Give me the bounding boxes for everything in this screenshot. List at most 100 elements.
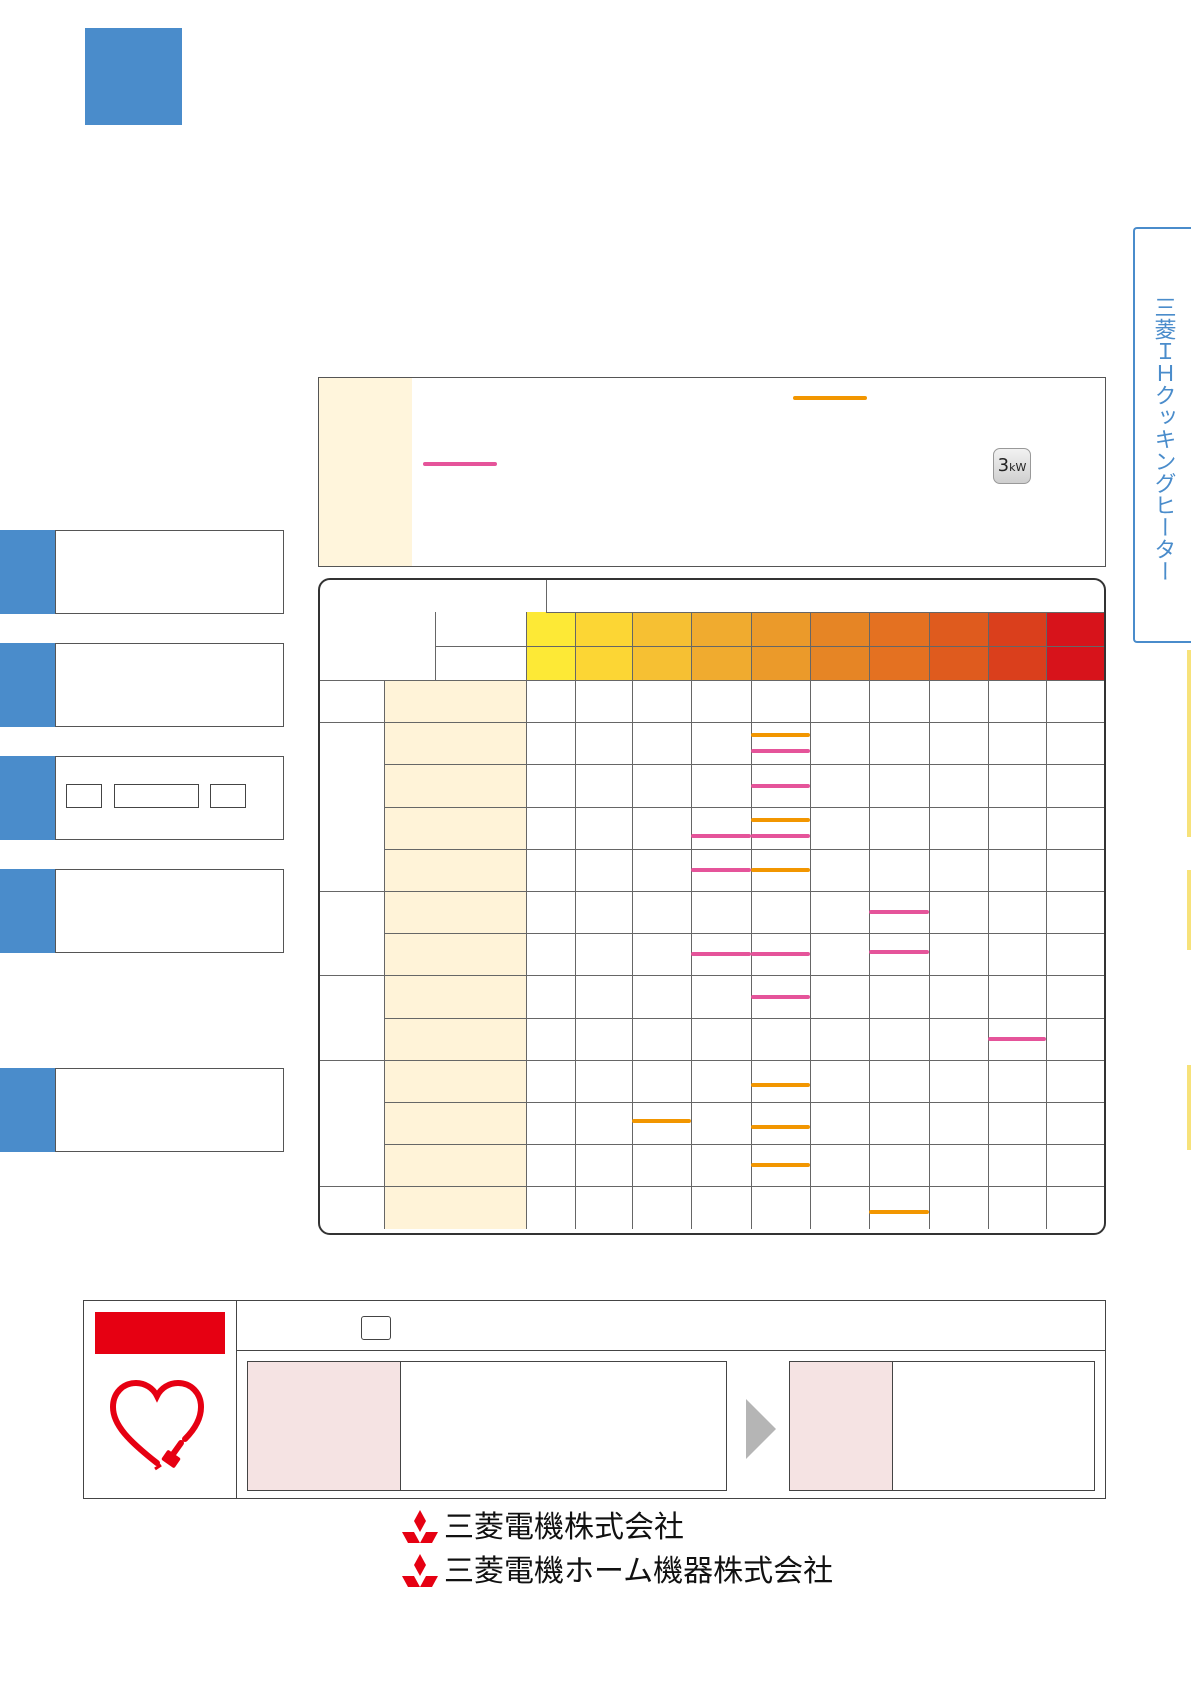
left-box-1 xyxy=(0,530,284,614)
company-logo-1: 三菱電機株式会社 xyxy=(400,1508,800,1548)
index-tab-label: 三菱ＩＨクッキングヒーター xyxy=(1150,296,1176,582)
heat-level-cell xyxy=(751,646,810,680)
heat-level-cell xyxy=(751,612,810,646)
orange-mark xyxy=(869,1209,929,1214)
key-box xyxy=(66,784,102,808)
heart-plug-icon xyxy=(109,1379,205,1471)
company-logo-2: 三菱電機ホーム機器株式会社 xyxy=(400,1552,900,1592)
grid-line xyxy=(384,933,1104,935)
pink-mark xyxy=(691,867,751,872)
grid-line xyxy=(546,580,547,612)
caution-label xyxy=(95,1312,225,1354)
grid-line xyxy=(575,612,576,1229)
pink-mark xyxy=(988,1036,1046,1041)
heat-level-cell xyxy=(869,646,929,680)
grid-line xyxy=(384,764,1104,766)
pink-mark xyxy=(869,910,929,915)
grid-line xyxy=(435,646,1104,647)
heat-level-cell xyxy=(632,612,691,646)
heat-level-chart xyxy=(318,578,1106,1235)
left-box-3 xyxy=(0,756,284,840)
orange-mark xyxy=(751,1125,810,1130)
grid-line xyxy=(435,612,436,680)
heat-level-cell xyxy=(575,646,632,680)
grid-line xyxy=(929,612,930,1229)
grid-line xyxy=(384,1017,1104,1019)
pink-mark xyxy=(691,833,751,838)
grid-line xyxy=(988,612,989,1229)
heat-level-cell xyxy=(988,612,1046,646)
kw-button-number: 3 xyxy=(997,455,1010,476)
pink-mark xyxy=(751,783,810,788)
grid-line xyxy=(691,612,692,1229)
grid-line xyxy=(632,612,633,1229)
heat-level-cell xyxy=(869,612,929,646)
grid-line xyxy=(320,1186,1104,1188)
grid-line xyxy=(320,1059,1104,1061)
index-strip xyxy=(1187,757,1191,837)
heat-level-cell xyxy=(1046,612,1104,646)
grid-line xyxy=(320,891,1104,892)
left-box-5 xyxy=(0,1068,284,1152)
three-diamonds-icon xyxy=(402,1554,438,1587)
grid-line xyxy=(320,722,1104,724)
pink-mark xyxy=(691,952,751,957)
arrow-right-icon xyxy=(746,1399,776,1459)
heat-level-cell xyxy=(929,646,988,680)
index-strip xyxy=(1187,870,1191,950)
orange-mark xyxy=(751,817,810,822)
legend-orange-line xyxy=(793,396,867,400)
after-panel xyxy=(789,1361,1095,1491)
row-label-column xyxy=(384,680,526,1229)
orange-mark xyxy=(751,867,810,872)
index-tab[interactable]: 三菱ＩＨクッキングヒーター xyxy=(1133,227,1191,643)
heat-level-cell xyxy=(1046,646,1104,680)
grid-line xyxy=(384,1144,1104,1146)
grid-line xyxy=(526,612,527,1229)
three-diamonds-icon xyxy=(402,1510,438,1543)
heat-level-cell xyxy=(632,646,691,680)
grid-line xyxy=(869,612,870,1229)
heat-level-cell xyxy=(988,646,1046,680)
grid-line xyxy=(810,612,811,1229)
company-name-1: 三菱電機株式会社 xyxy=(444,1510,684,1545)
grid-line xyxy=(320,680,1104,681)
grid-line xyxy=(384,806,1104,808)
heat-level-cell xyxy=(810,612,869,646)
pink-mark xyxy=(751,749,810,754)
company-name-2: 三菱電機ホーム機器株式会社 xyxy=(444,1554,834,1589)
legend-pink-line xyxy=(423,462,497,466)
grid-line xyxy=(384,1102,1104,1103)
legend-box: 3kW xyxy=(318,377,1106,567)
orange-mark xyxy=(751,733,810,738)
key-box xyxy=(210,784,246,808)
key-box-wide xyxy=(114,784,199,808)
orange-mark xyxy=(751,1163,810,1168)
heat-level-cell xyxy=(691,612,751,646)
pink-mark xyxy=(869,950,929,955)
heat-level-cell xyxy=(929,612,988,646)
kw-button-unit: kW xyxy=(1009,461,1027,474)
left-box-4 xyxy=(0,869,284,953)
grid-line xyxy=(384,848,1104,850)
key-symbol-box xyxy=(361,1316,391,1340)
grid-line xyxy=(320,975,1104,977)
grid-line xyxy=(751,612,752,1229)
index-strip xyxy=(1187,1065,1191,1150)
orange-mark xyxy=(632,1119,691,1124)
grid-line xyxy=(1046,612,1047,1229)
left-box-2 xyxy=(0,643,284,727)
power-3kw-button: 3kW xyxy=(993,448,1031,484)
before-panel xyxy=(247,1361,727,1491)
index-strip xyxy=(1187,650,1191,780)
heat-level-cell xyxy=(810,646,869,680)
orange-mark xyxy=(751,1082,810,1087)
section-marker xyxy=(85,28,182,125)
heat-level-cell xyxy=(691,646,751,680)
heat-level-cell xyxy=(526,646,575,680)
heat-level-cell xyxy=(526,612,575,646)
heat-level-cell xyxy=(575,612,632,646)
info-box xyxy=(83,1300,1106,1499)
grid-line xyxy=(546,612,1104,613)
legend-side-panel xyxy=(319,378,412,566)
